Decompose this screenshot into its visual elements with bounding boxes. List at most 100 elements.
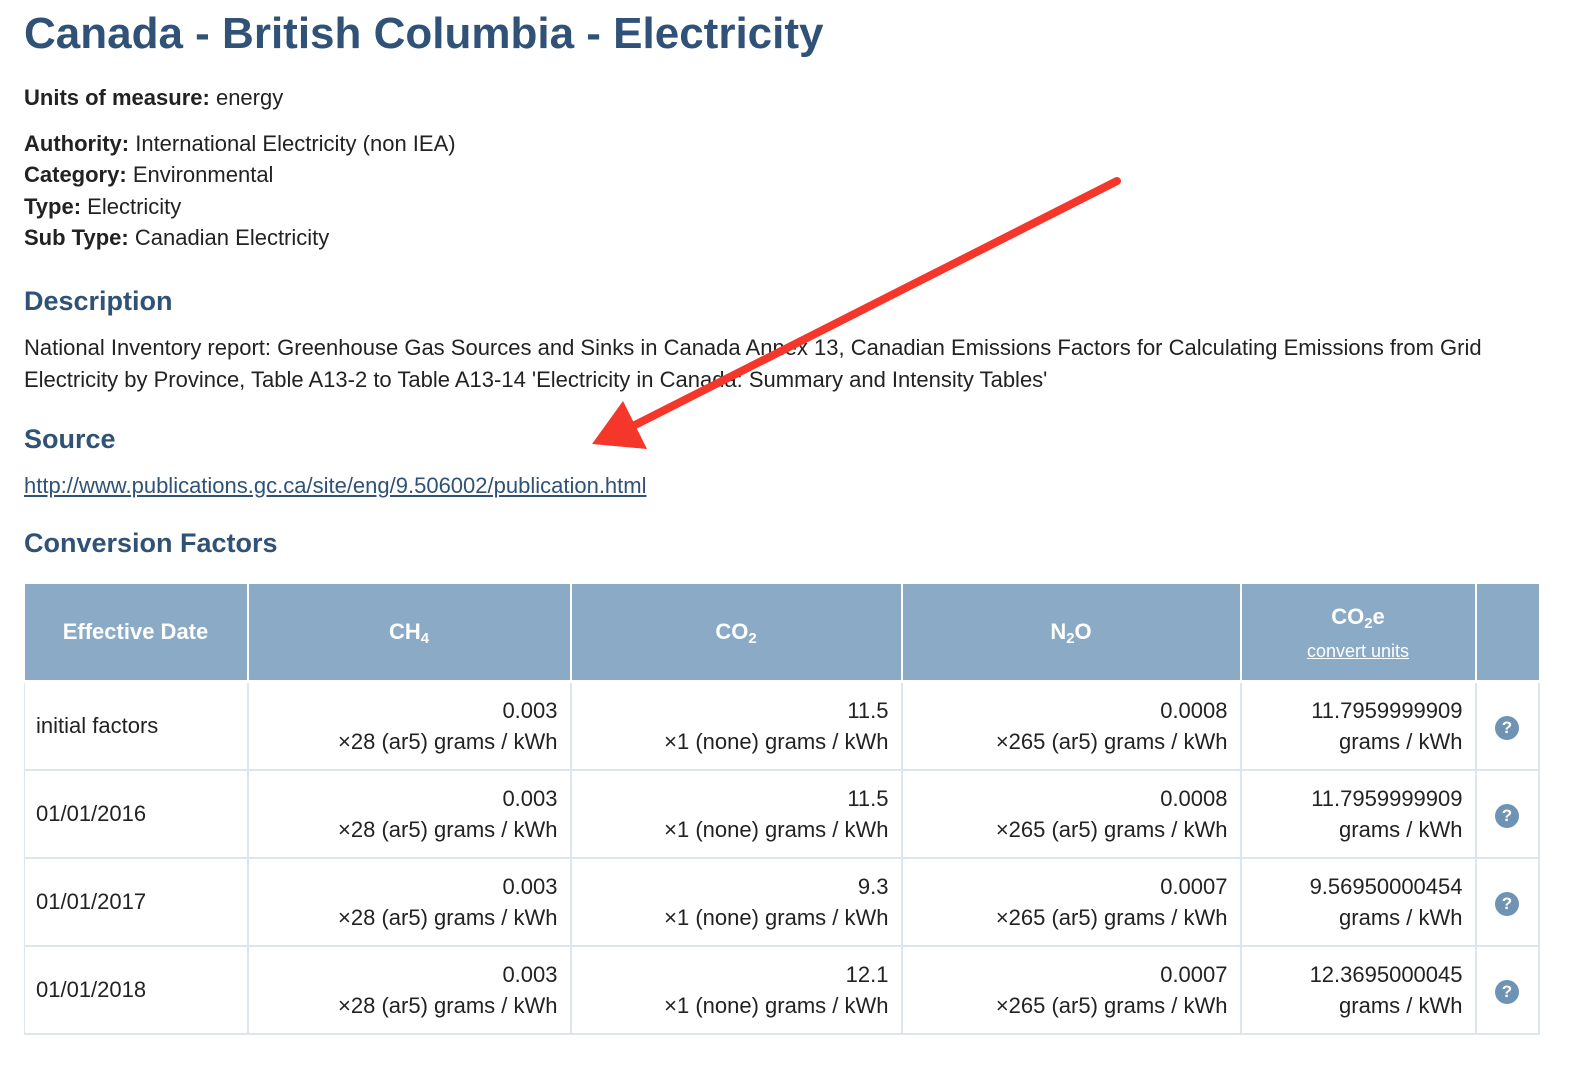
help-icon[interactable]: ? [1495, 892, 1519, 917]
meta-type: Type: Electricity [24, 191, 1544, 223]
cell-unit: ×28 (ar5) grams / kWh [338, 817, 558, 842]
cell-value: 11.7959999909 [1311, 785, 1463, 811]
cell-help: ? [1475, 946, 1540, 1035]
column-header-label: N2O [1050, 619, 1092, 647]
meta-label: Authority: [24, 130, 130, 156]
cell-unit: ×1 (none) grams / kWh [664, 905, 889, 930]
cell-effective-date: 01/01/2018 [24, 946, 249, 1035]
cell-value: 0.003 [502, 873, 558, 899]
source-link[interactable]: http://www.publications.gc.ca/site/eng/9… [24, 472, 647, 498]
cell-value: 12.1 [845, 961, 889, 987]
cell-value: 11.5 [847, 697, 889, 723]
cell-n2o: 0.0008 ×265 (ar5) grams / kWh [901, 681, 1242, 771]
help-icon[interactable]: ? [1495, 804, 1519, 829]
cell-unit: grams / kWh [1339, 729, 1463, 754]
meta-authority: Authority: International Electricity (no… [24, 128, 1544, 160]
source-heading: Source [24, 423, 116, 454]
cell-unit: ×1 (none) grams / kWh [664, 729, 889, 754]
cell-unit: ×28 (ar5) grams / kWh [338, 993, 558, 1018]
cell-co2: 11.5 ×1 (none) grams / kWh [570, 770, 903, 859]
cell-help: ? [1475, 681, 1540, 771]
cell-unit: grams / kWh [1339, 905, 1463, 930]
table-row: initial factors 0.003 ×28 (ar5) grams / k… [24, 681, 1540, 771]
cell-unit: ×265 (ar5) grams / kWh [995, 817, 1228, 842]
column-header-co2e[interactable]: CO2e convert units [1240, 584, 1477, 683]
cell-unit: ×1 (none) grams / kWh [664, 993, 889, 1018]
units-of-measure: Units of measure: energy [24, 82, 1544, 114]
cell-unit: grams / kWh [1339, 993, 1463, 1018]
meta-value: Electricity [87, 193, 182, 219]
cell-unit: ×28 (ar5) grams / kWh [338, 905, 558, 930]
cell-value: 0.0007 [1160, 961, 1228, 987]
cell-co2e: 12.3695000045 grams / kWh [1240, 946, 1477, 1035]
cell-co2e: 11.7959999909 grams / kWh [1240, 681, 1477, 771]
cell-value: 0.0007 [1160, 873, 1228, 899]
meta-sub-type: Sub Type: Canadian Electricity [24, 222, 1544, 254]
table-row: 01/01/2017 0.003 ×28 (ar5) grams / kWh 9.… [24, 858, 1540, 947]
column-header-co2[interactable]: CO2 [570, 584, 903, 683]
cell-co2: 9.3 ×1 (none) grams / kWh [570, 858, 903, 947]
cell-unit: ×265 (ar5) grams / kWh [995, 905, 1228, 930]
cell-co2: 12.1 ×1 (none) grams / kWh [570, 946, 903, 1035]
meta-value: Environmental [132, 162, 274, 187]
cell-help: ? [1475, 770, 1540, 859]
units-value: energy [215, 85, 284, 110]
table-header-row: Effective Date CH4 CO2 N2O CO2e convert … [24, 584, 1539, 683]
meta-label: Sub Type: [24, 225, 129, 250]
convert-units-link[interactable]: convert units [1306, 640, 1410, 661]
table-row: 01/01/2018 0.003 ×28 (ar5) grams / kWh 12… [24, 946, 1540, 1035]
cell-co2e: 11.7959999909 grams / kWh [1240, 770, 1477, 859]
meta-label: Category: [24, 162, 127, 187]
cell-ch4: 0.003 ×28 (ar5) grams / kWh [247, 770, 572, 859]
help-icon[interactable]: ? [1495, 980, 1519, 1005]
column-header-label: CO2e [1331, 603, 1385, 632]
cell-n2o: 0.0007 ×265 (ar5) grams / kWh [901, 946, 1242, 1035]
meta-value: International Electricity (non IEA) [135, 130, 456, 156]
cell-value: 0.0008 [1160, 785, 1228, 811]
cell-ch4: 0.003 ×28 (ar5) grams / kWh [247, 946, 572, 1035]
column-header-label: CH4 [388, 619, 430, 647]
cell-value: 0.003 [502, 785, 558, 811]
cell-value: 11.7959999909 [1311, 697, 1463, 723]
cell-value: 9.3 [857, 873, 889, 899]
meta-category: Category: Environmental [24, 159, 1544, 191]
cell-value: 11.5 [847, 785, 889, 811]
column-header-help [1475, 584, 1539, 683]
meta-label: Type: [24, 193, 82, 219]
cell-n2o: 0.0008 ×265 (ar5) grams / kWh [901, 770, 1242, 859]
cell-ch4: 0.003 ×28 (ar5) grams / kWh [247, 681, 572, 771]
cell-value: 0.003 [502, 697, 558, 723]
units-label: Units of measure: [24, 85, 210, 110]
cell-unit: ×1 (none) grams / kWh [664, 817, 889, 842]
column-header-ch4[interactable]: CH4 [247, 584, 572, 683]
cell-unit: ×28 (ar5) grams / kWh [338, 729, 558, 754]
cell-value: 9.56950000454 [1309, 873, 1463, 899]
column-header-effective-date[interactable]: Effective Date [24, 584, 249, 683]
cell-effective-date: 01/01/2017 [24, 858, 249, 947]
cell-unit: ×265 (ar5) grams / kWh [995, 729, 1228, 754]
conversion-factors-table: Effective Date CH4 CO2 N2O CO2e convert … [24, 584, 1540, 1035]
cell-help: ? [1475, 858, 1540, 947]
description-text: National Inventory report: Greenhouse Ga… [24, 334, 1482, 392]
help-icon[interactable]: ? [1495, 716, 1519, 741]
metadata-list: Authority: International Electricity (no… [24, 128, 1544, 254]
conversion-factors-heading: Conversion Factors [24, 527, 278, 558]
cell-unit: ×265 (ar5) grams / kWh [995, 993, 1228, 1018]
column-header-label: Effective Date [62, 619, 209, 644]
column-header-label: CO2 [715, 619, 757, 647]
cell-value: 0.003 [502, 961, 558, 987]
cell-unit: grams / kWh [1339, 817, 1463, 842]
cell-co2: 11.5 ×1 (none) grams / kWh [570, 681, 903, 771]
page-content: Canada - British Columbia - Electricity … [24, 0, 1544, 1035]
meta-value: Canadian Electricity [134, 225, 330, 250]
cell-value: 12.3695000045 [1309, 961, 1463, 987]
cell-co2e: 9.56950000454 grams / kWh [1240, 858, 1477, 947]
cell-value: 0.0008 [1160, 697, 1228, 723]
description-heading: Description [24, 285, 173, 316]
cell-ch4: 0.003 ×28 (ar5) grams / kWh [247, 858, 572, 947]
page-title: Canada - British Columbia - Electricity [24, 9, 824, 58]
cell-effective-date: initial factors [24, 681, 249, 771]
cell-effective-date: 01/01/2016 [24, 770, 249, 859]
table-row: 01/01/2016 0.003 ×28 (ar5) grams / kWh 11… [24, 770, 1540, 859]
column-header-n2o[interactable]: N2O [901, 584, 1242, 683]
